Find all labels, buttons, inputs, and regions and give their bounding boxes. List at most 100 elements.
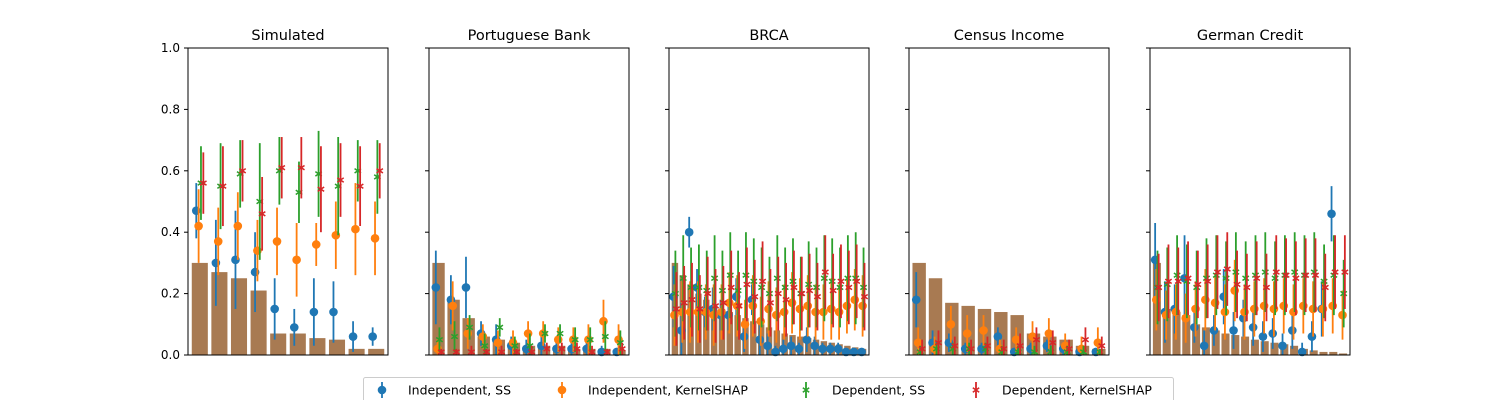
series-dependent-kernelshap: [672, 235, 869, 346]
point-marker: [739, 332, 749, 341]
x-marker: [844, 275, 852, 282]
x-marker: [735, 303, 743, 309]
x-marker: [695, 284, 703, 291]
x-marker: [918, 346, 926, 352]
importance-bar: [1319, 351, 1328, 355]
importance-bar: [1192, 324, 1201, 355]
point-marker: [1248, 323, 1258, 332]
point-marker: [1307, 332, 1317, 341]
importance-bar: [750, 321, 757, 355]
point-marker: [553, 335, 563, 344]
x-marker: [1174, 278, 1182, 285]
point-marker: [1042, 341, 1052, 351]
x-marker: [1032, 336, 1041, 343]
point-marker: [213, 237, 223, 246]
x-marker: [1232, 269, 1240, 275]
x-marker: [435, 336, 444, 343]
x-marker: [751, 293, 759, 300]
x-marker: [1292, 275, 1300, 282]
importance-bar: [250, 290, 267, 355]
x-marker: [672, 306, 680, 312]
point-marker: [431, 283, 441, 292]
x-marker: [967, 346, 975, 352]
x-marker: [711, 303, 720, 309]
point-marker: [979, 326, 988, 335]
x-marker: [773, 275, 781, 282]
axes-frame: [908, 47, 1110, 356]
x-marker: [588, 349, 596, 355]
point-marker: [841, 347, 851, 357]
importance-bar: [289, 333, 306, 355]
x-marker: [1223, 266, 1231, 272]
x-marker: [543, 346, 551, 352]
point-marker: [1278, 341, 1287, 351]
axes-frame: [187, 47, 389, 356]
point-marker: [329, 307, 338, 317]
importance-bar: [191, 262, 208, 355]
x-marker: [1253, 275, 1261, 282]
importance-bar: [211, 272, 228, 355]
x-marker: [821, 269, 829, 275]
point-marker: [787, 298, 797, 308]
x-marker: [687, 284, 695, 291]
x-marker: [758, 278, 767, 285]
point-marker: [670, 310, 679, 320]
x-marker: [258, 210, 266, 217]
importance-bar: [1241, 336, 1250, 355]
importance-bar: [1231, 335, 1240, 355]
panel-german-credit: German Credit: [1146, 28, 1351, 357]
x-marker: [726, 272, 734, 278]
point-marker: [461, 283, 471, 292]
panel-title: Census Income: [954, 28, 1065, 44]
x-marker: [836, 284, 844, 291]
point-marker: [795, 304, 805, 314]
x-marker: [1049, 339, 1057, 346]
point-marker: [1288, 326, 1297, 335]
point-marker: [755, 335, 765, 344]
x-marker: [820, 275, 828, 282]
point-marker: [778, 344, 788, 354]
importance-bar: [1250, 339, 1259, 355]
x-marker: [743, 281, 751, 288]
x-marker: [1331, 269, 1339, 275]
series-dependent-kernelshap: [437, 342, 626, 355]
x-marker: [742, 272, 750, 278]
point-marker: [826, 304, 836, 314]
point-marker: [946, 320, 956, 329]
legend-circle-marker: [557, 385, 567, 395]
x-marker: [1164, 278, 1173, 285]
x-marker: [558, 346, 566, 352]
legend-label: Dependent, KernelSHAP: [1002, 383, 1152, 398]
importance-bar: [368, 348, 385, 355]
importance-bar: [1329, 351, 1338, 355]
x-marker: [1341, 269, 1349, 275]
axes-frame: [668, 47, 870, 356]
series-dependent-kernelshap: [1155, 232, 1349, 322]
point-marker: [779, 307, 789, 317]
x-marker: [710, 275, 719, 282]
x-marker: [1065, 346, 1073, 352]
y-tick-label: 0.8: [161, 102, 180, 116]
x-marker: [734, 287, 742, 294]
point-marker: [1209, 326, 1219, 335]
x-marker: [1271, 275, 1279, 282]
point-marker: [1258, 332, 1268, 341]
x-marker: [828, 278, 836, 285]
point-marker: [684, 227, 694, 237]
point-marker: [977, 344, 986, 354]
legend: Independent, SS Independent, KernelSHAP De…: [363, 377, 1174, 400]
point-marker: [1011, 335, 1021, 344]
point-marker: [849, 347, 859, 357]
point-marker: [523, 329, 533, 338]
legend-label: Independent, KernelSHAP: [588, 383, 748, 398]
x-marker: [1184, 275, 1192, 282]
point-marker: [233, 221, 243, 231]
importance-bar: [1211, 330, 1220, 355]
x-marker: [497, 349, 506, 355]
x-marker: [750, 278, 758, 285]
series-independent-kernelshap: [194, 183, 380, 297]
x-marker: [452, 349, 460, 355]
panel-portuguese-bank: Portuguese Bank: [425, 28, 630, 357]
point-marker: [478, 332, 488, 341]
x-marker: [774, 290, 782, 297]
